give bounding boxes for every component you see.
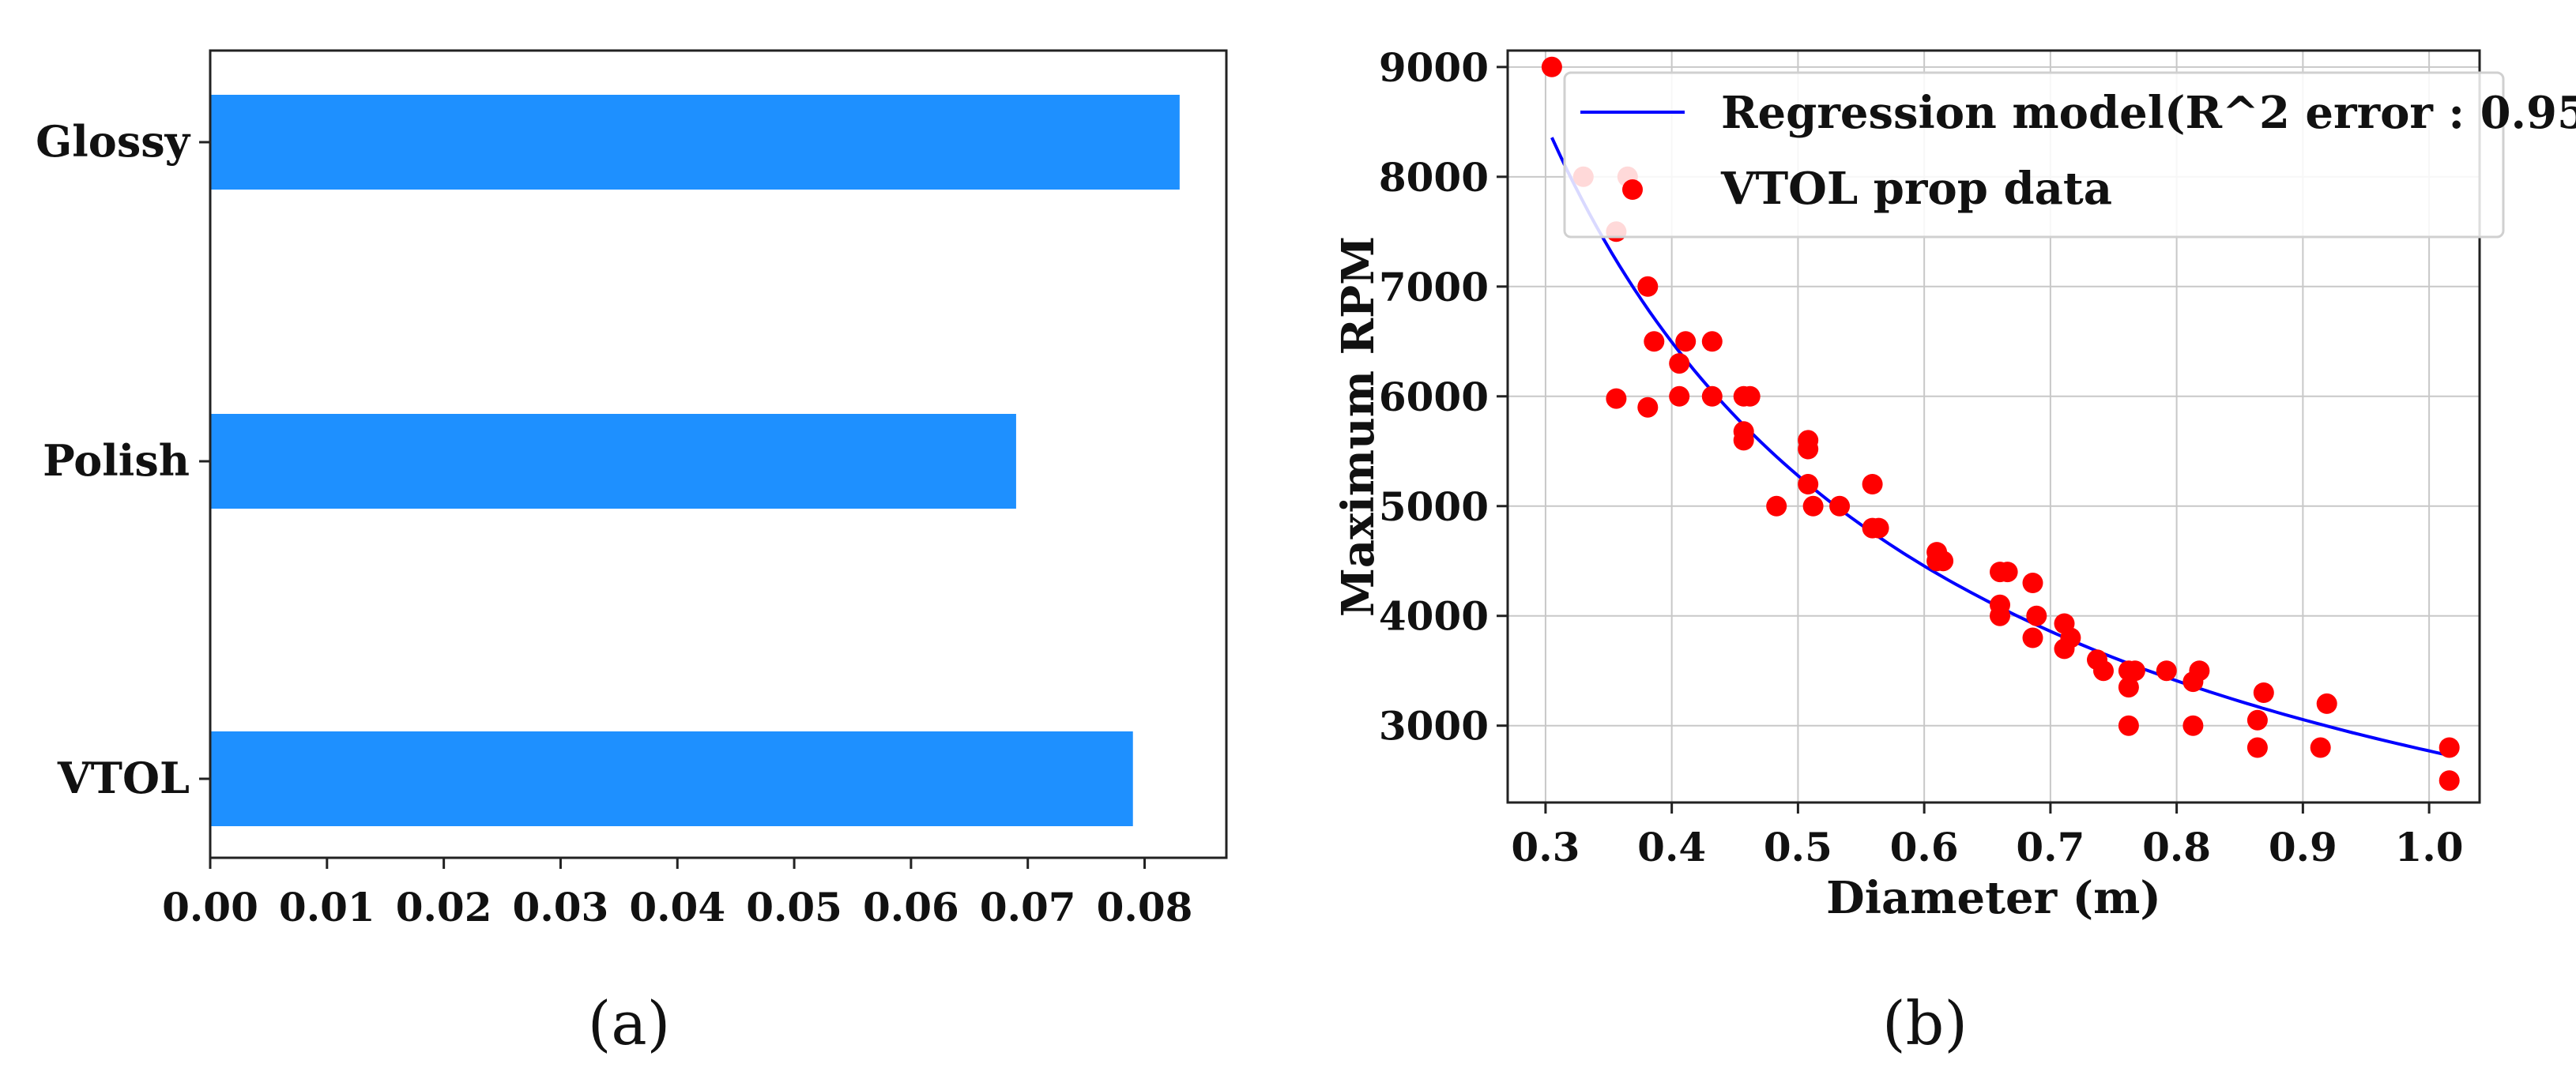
x-tick-label: 0.03 [513, 884, 609, 930]
data-point [1766, 495, 1787, 517]
panel-a-caption: (a) [588, 988, 671, 1058]
y-tick-label: 8000 [1379, 154, 1489, 201]
x-tick-label: 0.7 [2016, 824, 2085, 870]
x-tick-label: 0.04 [629, 884, 725, 930]
y-tick-label-vtol: VTOL [57, 753, 190, 803]
x-tick-label: 1.0 [2395, 824, 2464, 870]
data-point [1637, 276, 1659, 297]
x-tick-label: 0.07 [980, 884, 1076, 930]
data-point [2156, 660, 2177, 682]
data-point [2093, 660, 2114, 682]
data-point [1997, 562, 2018, 583]
data-point [1701, 331, 1723, 352]
x-tick-label: 0.6 [1890, 824, 1959, 870]
data-point [2022, 573, 2043, 593]
data-point [1990, 605, 2010, 626]
data-point [1606, 388, 1627, 409]
data-point [1669, 385, 1690, 407]
data-point [2060, 627, 2081, 648]
data-point [1862, 474, 1883, 494]
data-point [2246, 737, 2268, 758]
data-point [2246, 709, 2268, 731]
data-point [1829, 495, 1851, 517]
panel-b-x-axis-label: Diameter (m) [1826, 872, 2161, 924]
bar-glossy [210, 95, 1180, 190]
data-point [2026, 605, 2047, 626]
data-point [1739, 385, 1761, 407]
data-point [1541, 56, 1562, 77]
x-tick-label: 0.5 [1764, 824, 1832, 870]
legend-label-regression: Regression model(R^2 error : 0.95) [1721, 87, 2576, 139]
data-point [2022, 627, 2043, 648]
x-tick-label: 0.00 [162, 884, 258, 930]
panel-a-plot-frame [209, 49, 1228, 859]
panel-b-scatter-chart: 0.3 0.4 0.5 0.6 0.7 0.8 0.9 1.0 3000 4000 5000 600… [1332, 44, 2576, 1058]
y-tick-label: 7000 [1379, 264, 1489, 310]
data-point [2316, 693, 2337, 714]
data-point [2118, 715, 2139, 736]
y-tick-label-glossy: Glossy [36, 116, 190, 167]
y-tick-label: 4000 [1379, 593, 1489, 640]
data-point [2124, 660, 2145, 682]
data-point [2439, 737, 2460, 758]
x-tick-label: 0.8 [2142, 824, 2211, 870]
panel-a-bars [210, 95, 1180, 826]
panel-b-y-axis-label: Maximum RPM [1332, 236, 1384, 617]
data-point [2118, 677, 2139, 698]
panel-a-x-tick-labels: 0.00 0.01 0.02 0.03 0.04 0.05 0.06 0.07 0.08 [162, 858, 1192, 930]
legend-dot-swatch [1622, 179, 1643, 200]
panel-b-caption: (b) [1882, 988, 1968, 1058]
data-point [2189, 660, 2210, 682]
y-tick-label-polish: Polish [43, 435, 190, 486]
panel-b-legend: Regression model(R^2 error : 0.95) VTOL … [1563, 71, 2576, 239]
data-point [1675, 331, 1697, 352]
panel-b-plot-frame [1506, 49, 2481, 804]
x-tick-label: 0.05 [746, 884, 842, 930]
data-point [1669, 353, 1690, 374]
x-tick-label: 0.01 [279, 884, 375, 930]
y-tick-label: 5000 [1379, 483, 1489, 530]
x-tick-label: 0.9 [2269, 824, 2337, 870]
data-point [1802, 495, 1824, 517]
bar-polish [210, 414, 1016, 509]
panel-b-y-tick-labels: 3000 4000 5000 6000 7000 8000 9000 [1379, 44, 1508, 750]
data-point [1798, 438, 1819, 460]
data-point [1933, 551, 1954, 572]
panel-a-y-tick-labels: Glossy Polish VTOL [36, 116, 210, 803]
y-tick-label: 3000 [1379, 703, 1489, 750]
x-tick-label: 0.02 [396, 884, 492, 930]
data-point [2253, 682, 2274, 703]
y-tick-label: 6000 [1379, 374, 1489, 420]
panel-b-x-tick-labels: 0.3 0.4 0.5 0.6 0.7 0.8 0.9 1.0 [1511, 802, 2464, 870]
data-point [2182, 715, 2204, 736]
data-point [1644, 331, 1665, 352]
bar-vtol [210, 731, 1133, 826]
legend-label-data: VTOL prop data [1720, 163, 2112, 215]
legend-box [1563, 71, 2505, 239]
data-point [1701, 385, 1723, 407]
data-point [1868, 517, 1889, 539]
data-point [2310, 737, 2331, 758]
x-tick-label: 0.08 [1097, 884, 1193, 930]
x-tick-label: 0.3 [1511, 824, 1580, 870]
data-point [2439, 770, 2460, 791]
data-point [1637, 397, 1659, 418]
y-tick-label: 9000 [1379, 44, 1489, 91]
x-tick-label: 0.06 [863, 884, 959, 930]
data-point [1798, 474, 1819, 494]
panel-b-data-points [1541, 56, 2460, 791]
data-point [1733, 430, 1754, 451]
x-tick-label: 0.4 [1637, 824, 1706, 870]
